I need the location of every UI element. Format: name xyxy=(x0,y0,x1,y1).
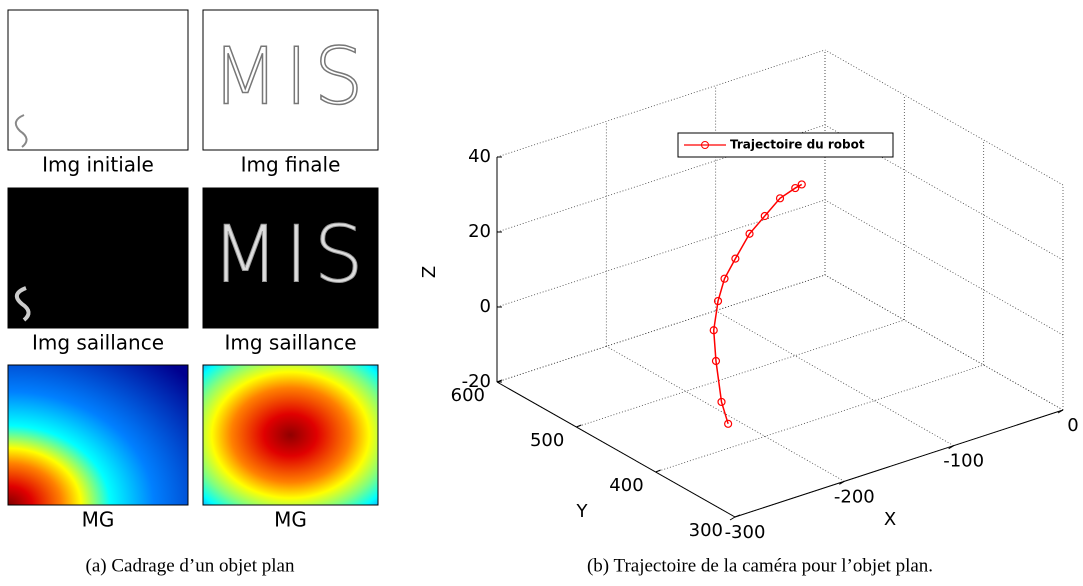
grid-line xyxy=(496,199,826,308)
tick-mark xyxy=(734,514,741,518)
y-axis-label: Y xyxy=(576,501,589,522)
trajectory-point xyxy=(745,229,754,238)
tick-mark xyxy=(729,516,736,521)
y-tick-label: 500 xyxy=(530,430,564,451)
legend-marker xyxy=(701,141,709,149)
y-tick-label: 400 xyxy=(609,475,643,496)
grid-line xyxy=(576,319,905,428)
z-tick-label: 20 xyxy=(468,221,491,242)
tick-mark xyxy=(1057,409,1064,414)
z-tick-label: 0 xyxy=(480,296,491,317)
x-tick-label: -100 xyxy=(943,451,984,472)
y-axis xyxy=(496,381,736,518)
trajectory-point xyxy=(797,180,806,189)
image-caption: MG xyxy=(82,508,115,532)
trajectory-line xyxy=(712,183,803,425)
image-caption: Img saillance xyxy=(224,331,356,355)
x-tick-label: -200 xyxy=(834,486,875,507)
tick-mark xyxy=(839,480,845,485)
grid-line xyxy=(824,274,1064,411)
image-caption: Img saillance xyxy=(32,331,164,355)
trajectory-point xyxy=(791,183,800,193)
image-caption: Img initiale xyxy=(42,153,154,177)
trajectory-point xyxy=(724,419,733,428)
z-tick-label: -20 xyxy=(462,371,491,392)
image-caption: MG xyxy=(274,508,307,532)
trajectory-point xyxy=(760,211,769,221)
image-frame xyxy=(7,9,189,151)
x-tick-label: -300 xyxy=(725,522,766,543)
grid-line xyxy=(824,49,1064,186)
grid-line xyxy=(496,124,826,233)
panel-a-caption: (a) Cadrage d’un objet plan xyxy=(86,555,295,576)
image-caption: Img finale xyxy=(241,153,341,177)
z-axis-label: Z xyxy=(419,266,440,278)
grid-line xyxy=(824,274,1064,411)
image-frame xyxy=(7,364,189,506)
grid-line xyxy=(496,274,826,383)
trajectory-point xyxy=(720,274,729,283)
x-tick-label: 0 xyxy=(1067,415,1078,436)
panel-b-caption: (b) Trajectoire de la caméra pour l’obje… xyxy=(587,555,933,576)
legend-label: Trajectoire du robot xyxy=(730,138,865,152)
trajectory-point xyxy=(713,296,723,306)
x-axis xyxy=(734,409,1064,518)
y-tick-label: 600 xyxy=(451,385,485,406)
grid-line xyxy=(715,310,954,447)
grid-line xyxy=(606,345,845,482)
y-tick-label: 300 xyxy=(689,520,723,541)
image-frame xyxy=(7,187,189,329)
letter-fragment xyxy=(14,114,28,148)
z-tick-label: 40 xyxy=(468,146,491,167)
trajectory-point xyxy=(731,254,740,263)
tick-mark xyxy=(576,424,582,428)
tick-mark xyxy=(948,445,954,450)
x-axis-label: X xyxy=(884,509,896,530)
trajectory-point xyxy=(775,194,785,203)
trajectory-point xyxy=(711,356,721,366)
image-text: MIS xyxy=(212,33,370,123)
image-frame xyxy=(202,364,379,506)
tick-mark xyxy=(655,469,661,473)
image-frame xyxy=(202,187,379,329)
image-frame xyxy=(202,9,379,151)
grid-line xyxy=(824,199,1064,336)
image-text: MIS xyxy=(212,211,370,301)
trajectory-point xyxy=(717,397,726,407)
letter-fragment xyxy=(14,286,31,322)
grid-line xyxy=(655,364,984,473)
trajectory-point xyxy=(709,326,718,335)
grid-line xyxy=(496,49,826,158)
